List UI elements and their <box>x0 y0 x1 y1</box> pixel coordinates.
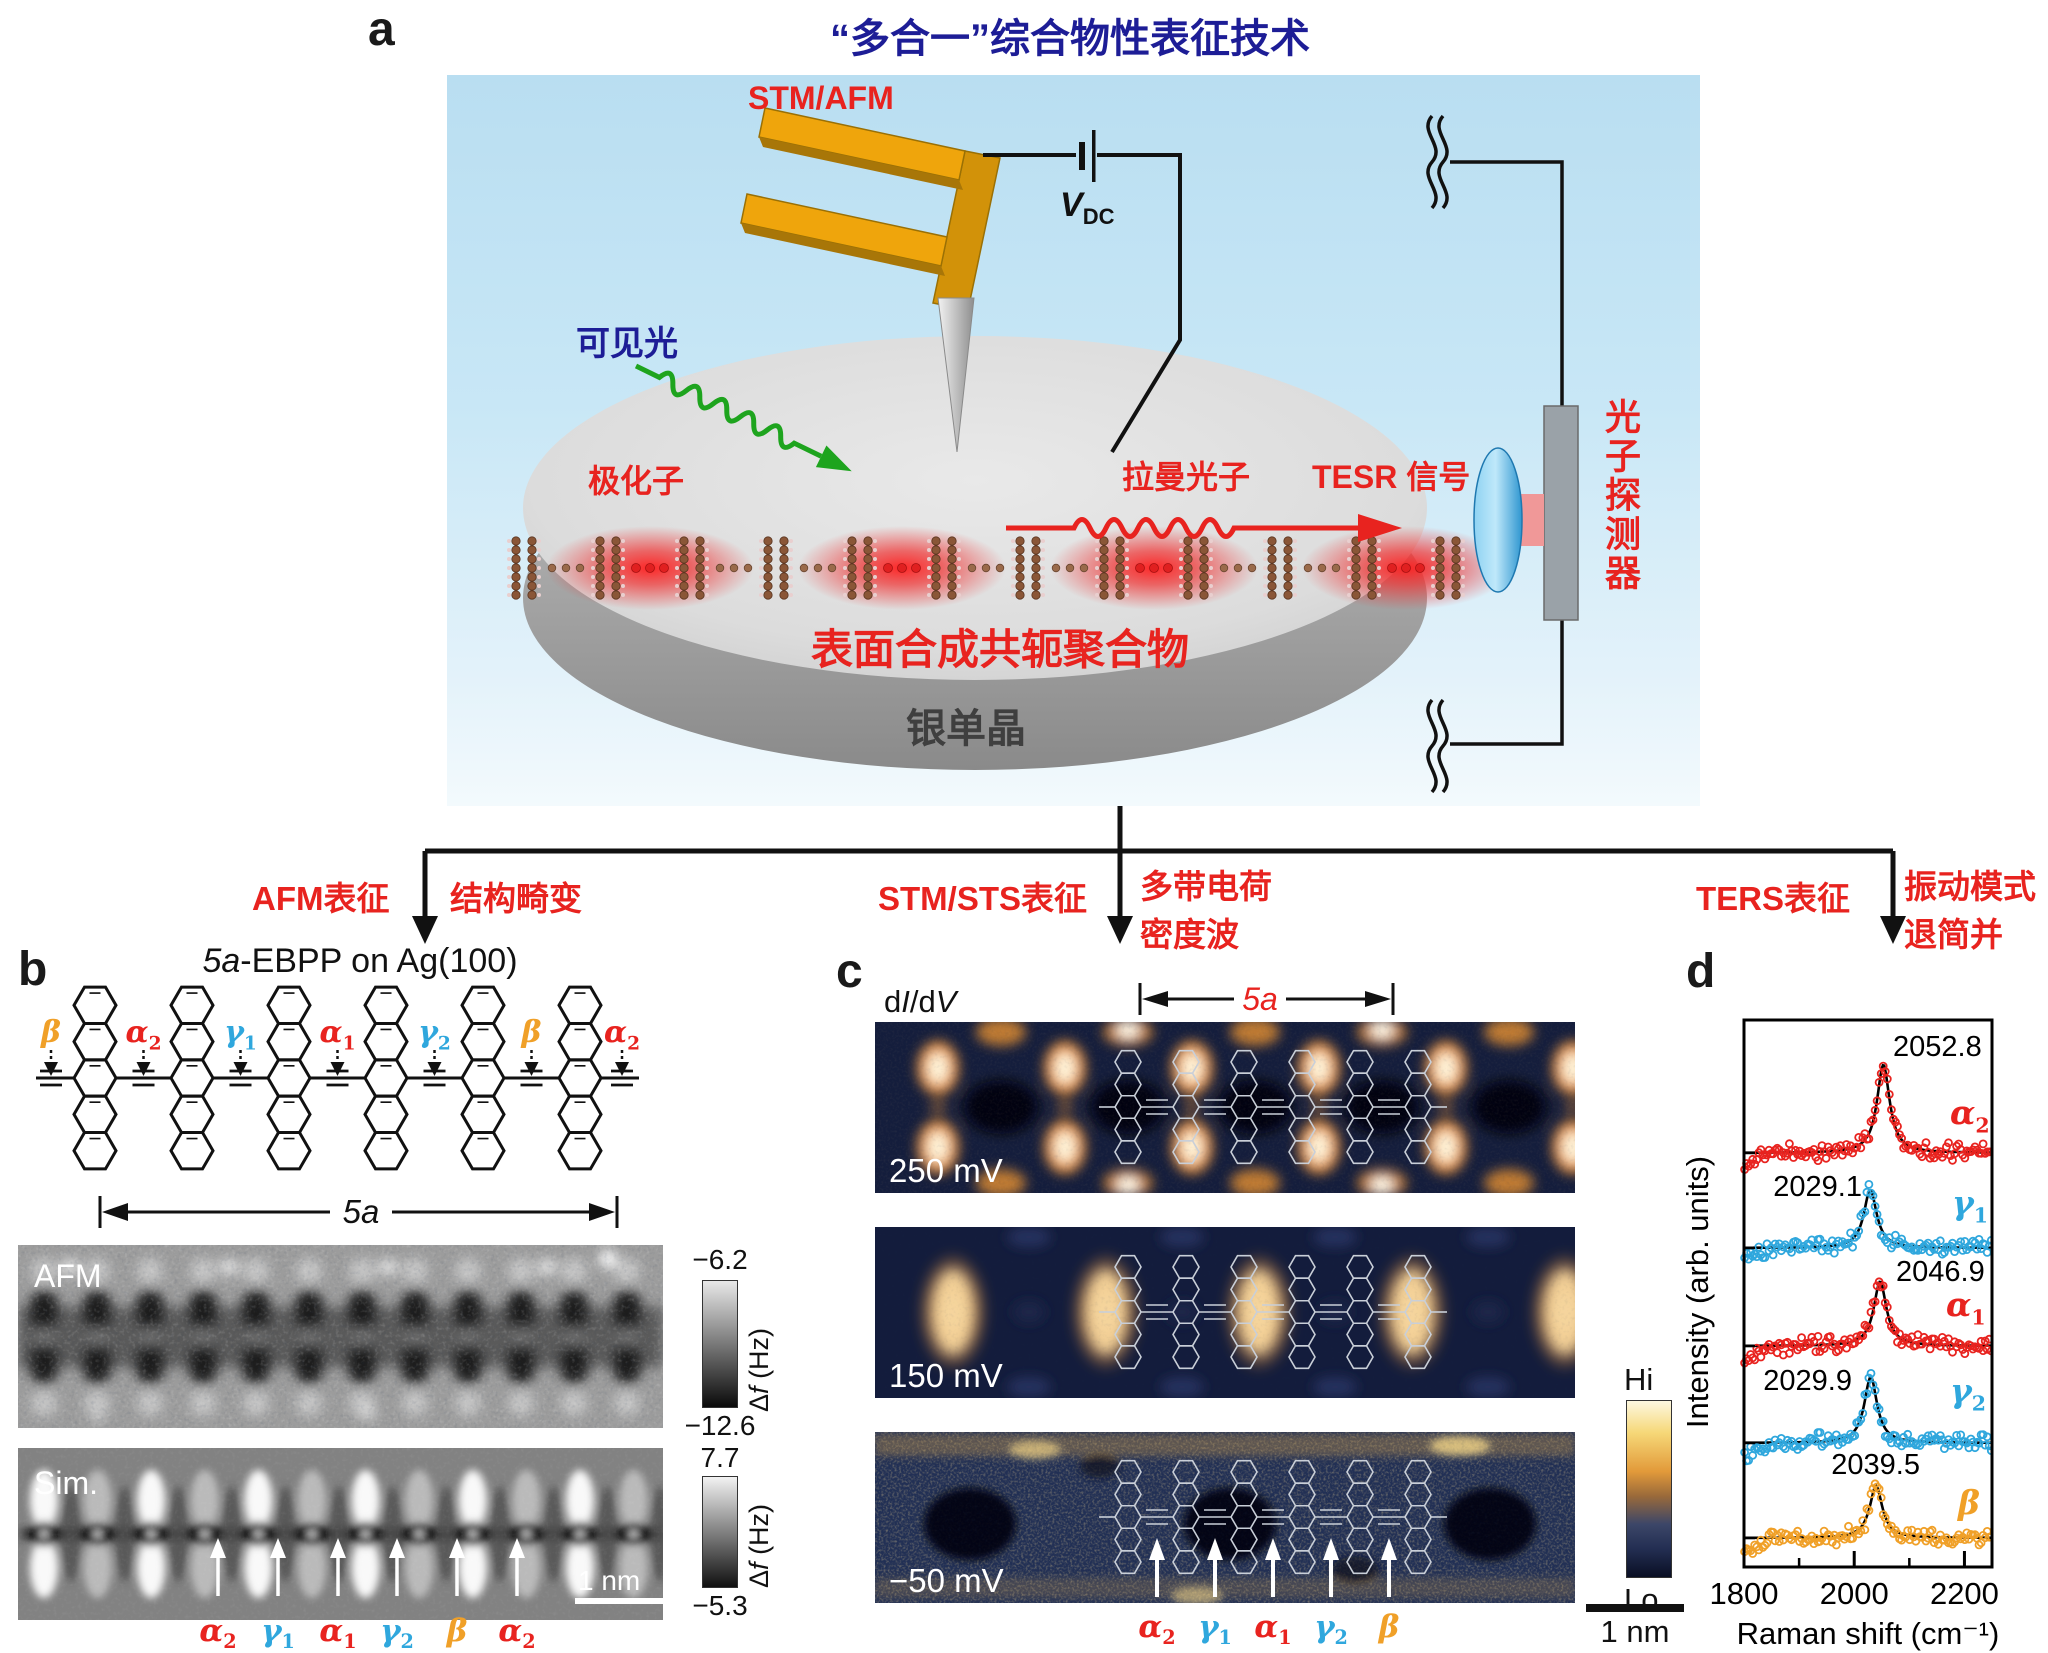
svg-text:γ2: γ2 <box>1950 1371 1986 1415</box>
panel-b-title: 5a-EBPP on Ag(100) <box>202 942 518 980</box>
svg-text:Raman shift (cm⁻¹): Raman shift (cm⁻¹) <box>1737 1616 2000 1651</box>
panel-d-label: d <box>1686 945 1716 998</box>
panel-b-label: b <box>18 943 48 996</box>
mode-label: γ1 <box>261 1613 295 1653</box>
silver-crystal-label: 银单晶 <box>906 707 1026 751</box>
svg-text:dI/dV: dI/dV <box>884 984 960 1019</box>
svg-text:5a: 5a <box>1242 981 1278 1017</box>
svg-text:2046.9: 2046.9 <box>1896 1256 1985 1288</box>
figure-title: “多合一”综合物性表征技术 <box>830 17 1310 61</box>
mode-label: α1 <box>1254 1609 1292 1650</box>
svg-text:2052.8: 2052.8 <box>1893 1031 1982 1063</box>
panel-c-scalebar <box>1586 1604 1684 1612</box>
svg-text:AFM: AFM <box>34 1258 102 1294</box>
branch-result-label: 振动模式 <box>1904 868 2036 905</box>
panel-c-scalebar-label: 1 nm <box>1600 1614 1670 1649</box>
tesr-signal-label: TESR 信号 <box>1312 459 1471 495</box>
svg-text:β: β <box>1956 1483 1980 1522</box>
svg-text:α2: α2 <box>125 1015 161 1055</box>
vdc-label: VDC <box>1060 186 1115 229</box>
visible-light-label: 可见光 <box>576 325 678 363</box>
raman-spectra-chart: 2052.8 α2 2029.1 γ1 2046.9α1 2029.9 γ2 2039.5 β 1… <box>1680 1018 2000 1651</box>
afm-image: AFM <box>18 1245 663 1428</box>
didv-map-150mv: 150 mV <box>875 1227 1575 1398</box>
svg-text:α2: α2 <box>604 1015 640 1055</box>
svg-text:1800: 1800 <box>1710 1576 1779 1611</box>
svg-text:β: β <box>40 1015 61 1050</box>
svg-text:2039.5: 2039.5 <box>1831 1449 1920 1481</box>
svg-text:α1: α1 <box>319 1015 355 1055</box>
svg-text:150 mV: 150 mV <box>889 1357 1003 1394</box>
svg-text:250 mV: 250 mV <box>889 1152 1003 1189</box>
svg-text:α2: α2 <box>1950 1093 1990 1137</box>
svg-text:γ2: γ2 <box>418 1015 451 1055</box>
sim-colorbar-unit: Δf (Hz) <box>744 1503 774 1588</box>
panel-c-label: c <box>836 945 863 998</box>
didv-map-250mv: 250 mV <box>875 1022 1575 1193</box>
didv-colorbar <box>1626 1400 1672 1578</box>
stm-afm-label: STM/AFM <box>748 80 894 116</box>
polymer-label: 表面合成共轭聚合物 <box>810 626 1189 673</box>
branch-method-label: STM/STS表征 <box>878 880 1088 917</box>
svg-text:2029.1: 2029.1 <box>1773 1171 1862 1203</box>
mode-label: γ2 <box>380 1613 414 1653</box>
sim-colorbar-min: −5.3 <box>692 1590 748 1621</box>
afm-simulation-image: Sim. 1 nm <box>18 1448 663 1620</box>
branch-method-label: AFM表征 <box>252 880 390 917</box>
sim-colorbar-max: 7.7 <box>700 1442 740 1473</box>
mode-label: γ1 <box>1198 1609 1232 1650</box>
colorbar-hi-label: Hi <box>1624 1362 1654 1397</box>
mode-label: α1 <box>319 1613 357 1653</box>
branch-connector-arrows <box>412 806 1906 944</box>
svg-text:5a: 5a <box>343 1193 380 1230</box>
svg-text:−50 mV: −50 mV <box>889 1562 1004 1599</box>
branch-result-label: 结构畸变 <box>450 880 582 917</box>
branch-result-label: 退简并 <box>1904 916 2003 953</box>
svg-text:α1: α1 <box>1946 1285 1986 1329</box>
afm-colorbar <box>702 1280 738 1408</box>
afm-colorbar-min: −12.6 <box>684 1410 756 1441</box>
raman-photon-label: 拉曼光子 <box>1122 459 1251 495</box>
branch-result-label: 密度波 <box>1140 916 1239 953</box>
svg-text:γ1: γ1 <box>224 1015 257 1055</box>
svg-text:Sim.: Sim. <box>34 1465 98 1501</box>
panel-a-label: a <box>368 3 395 56</box>
mode-label: β <box>1378 1609 1400 1645</box>
branch-method-label: TERS表征 <box>1696 880 1851 917</box>
svg-text:Intensity (arb. units): Intensity (arb. units) <box>1680 1156 1715 1428</box>
photon-detector-label: 光子探测器 <box>1600 398 1641 593</box>
svg-text:1 nm: 1 nm <box>578 1565 640 1596</box>
polaron-label: 极化子 <box>588 463 685 499</box>
mode-label: α2 <box>498 1613 536 1653</box>
mode-label: α2 <box>199 1613 237 1653</box>
svg-text:2000: 2000 <box>1820 1576 1889 1611</box>
svg-text:β: β <box>521 1015 542 1050</box>
svg-text:γ1: γ1 <box>1952 1183 1988 1227</box>
colorbar-lo-label: Lo <box>1624 1582 1659 1617</box>
didv-header: dI/dV 5a <box>884 981 1395 1019</box>
schematic-drawing <box>507 107 1579 794</box>
sim-colorbar <box>702 1476 738 1588</box>
branch-result-label: 多带电荷 <box>1140 868 1272 905</box>
mode-label: β <box>446 1613 468 1649</box>
mode-label: α2 <box>1138 1609 1176 1650</box>
afm-colorbar-unit: Δf (Hz) <box>744 1327 774 1412</box>
mode-label: γ2 <box>1314 1609 1348 1650</box>
panel-a-schematic <box>447 75 1700 806</box>
svg-text:2200: 2200 <box>1930 1576 1999 1611</box>
chemical-structure: β α2 γ1 α1 γ2 β α2 5a <box>36 985 640 1230</box>
afm-colorbar-max: −6.2 <box>692 1244 748 1275</box>
didv-map-minus50mv: −50 mV <box>875 1432 1575 1603</box>
svg-text:2029.9: 2029.9 <box>1763 1365 1852 1397</box>
